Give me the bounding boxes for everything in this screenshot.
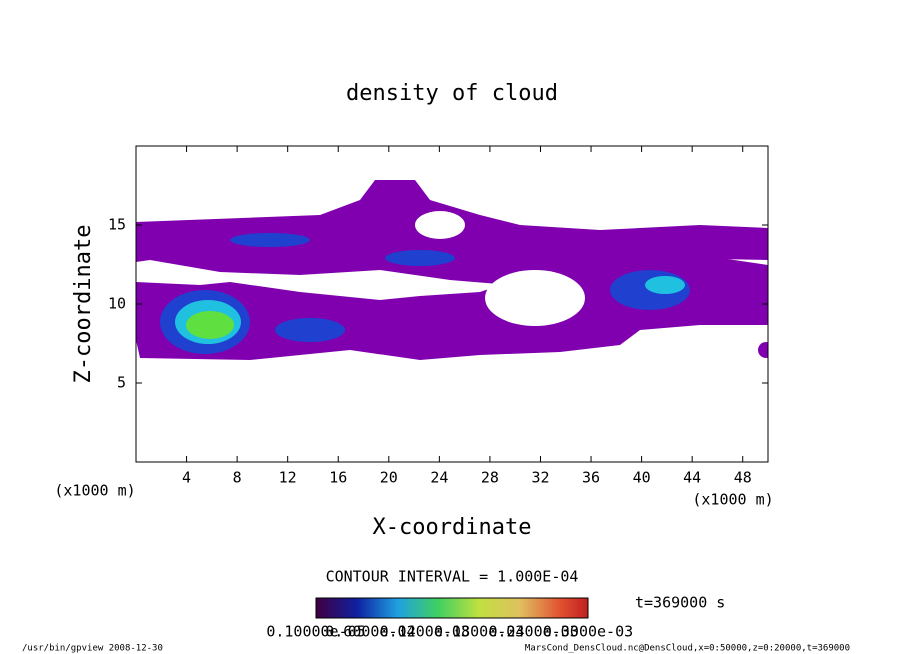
chart-title: density of cloud <box>346 81 558 106</box>
time-label: t=369000 s <box>635 594 725 612</box>
cloud-core <box>230 233 310 247</box>
x-tick-label: 36 <box>582 469 600 487</box>
colorbar-label: 0.3000e-03 <box>543 623 633 641</box>
contour-interval: CONTOUR INTERVAL = 1.000E-04 <box>326 568 579 586</box>
y-tick-label: 10 <box>108 295 126 313</box>
y-axis-label: Z-coordinate <box>71 225 96 384</box>
footer-left: /usr/bin/gpview 2008-12-30 <box>22 644 163 654</box>
x-unit: (x1000 m) <box>692 491 773 509</box>
x-tick-label: 48 <box>734 469 752 487</box>
x-tick-label: 32 <box>531 469 549 487</box>
cloud-core <box>645 276 685 294</box>
contour-field <box>136 180 768 360</box>
x-tick-label: 44 <box>683 469 701 487</box>
x-unit: (x1000 m) <box>54 482 135 500</box>
x-tick-label: 16 <box>329 469 347 487</box>
cloud-core <box>186 311 234 339</box>
colorbar-label: 0.2400e-03 <box>488 623 578 641</box>
cloud-blob <box>758 342 768 358</box>
cloud-core <box>275 318 345 342</box>
colorbar-label: 0.1800e-03 <box>434 623 524 641</box>
cloud-core <box>385 250 455 266</box>
footer-right: MarsCond_DensCloud.nc@DensCloud,x=0:5000… <box>525 644 850 654</box>
x-tick-label: 24 <box>430 469 448 487</box>
colorbar-label: 0.10000e-05 <box>266 623 365 641</box>
y-tick-label: 15 <box>108 216 126 234</box>
gap <box>415 211 465 239</box>
x-tick-label: 40 <box>633 469 651 487</box>
x-tick-label: 20 <box>380 469 398 487</box>
colorbar-label: 0.6000e-04 <box>325 623 415 641</box>
x-tick-label: 12 <box>279 469 297 487</box>
colorbar-label: 0.1200e-03 <box>380 623 470 641</box>
x-tick-label: 8 <box>233 469 242 487</box>
x-axis-label: X-coordinate <box>373 515 532 540</box>
gap <box>485 270 585 326</box>
x-tick-label: 28 <box>481 469 499 487</box>
x-tick-label: 4 <box>182 469 191 487</box>
y-tick-label: 5 <box>117 374 126 392</box>
colorbar <box>315 597 589 619</box>
